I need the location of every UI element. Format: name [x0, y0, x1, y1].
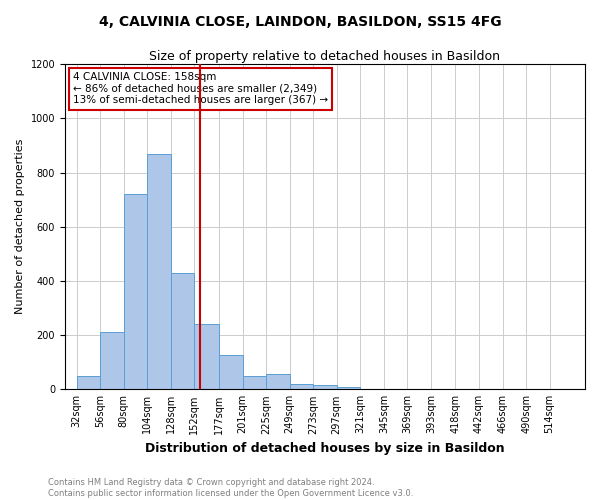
- Bar: [242, 376, 266, 390]
- Text: 4 CALVINIA CLOSE: 158sqm
← 86% of detached houses are smaller (2,349)
13% of sem: 4 CALVINIA CLOSE: 158sqm ← 86% of detach…: [73, 72, 328, 106]
- Bar: [194, 324, 219, 390]
- Text: Contains HM Land Registry data © Crown copyright and database right 2024.
Contai: Contains HM Land Registry data © Crown c…: [48, 478, 413, 498]
- Bar: [124, 194, 148, 390]
- Bar: [100, 332, 124, 390]
- Bar: [148, 154, 171, 390]
- Bar: [337, 386, 360, 390]
- Text: 4, CALVINIA CLOSE, LAINDON, BASILDON, SS15 4FG: 4, CALVINIA CLOSE, LAINDON, BASILDON, SS…: [98, 15, 502, 29]
- Bar: [313, 385, 337, 390]
- Bar: [266, 374, 290, 390]
- Bar: [77, 376, 100, 390]
- Bar: [219, 356, 242, 390]
- Title: Size of property relative to detached houses in Basildon: Size of property relative to detached ho…: [149, 50, 500, 63]
- Y-axis label: Number of detached properties: Number of detached properties: [15, 139, 25, 314]
- Bar: [290, 384, 313, 390]
- Bar: [171, 273, 194, 390]
- X-axis label: Distribution of detached houses by size in Basildon: Distribution of detached houses by size …: [145, 442, 505, 455]
